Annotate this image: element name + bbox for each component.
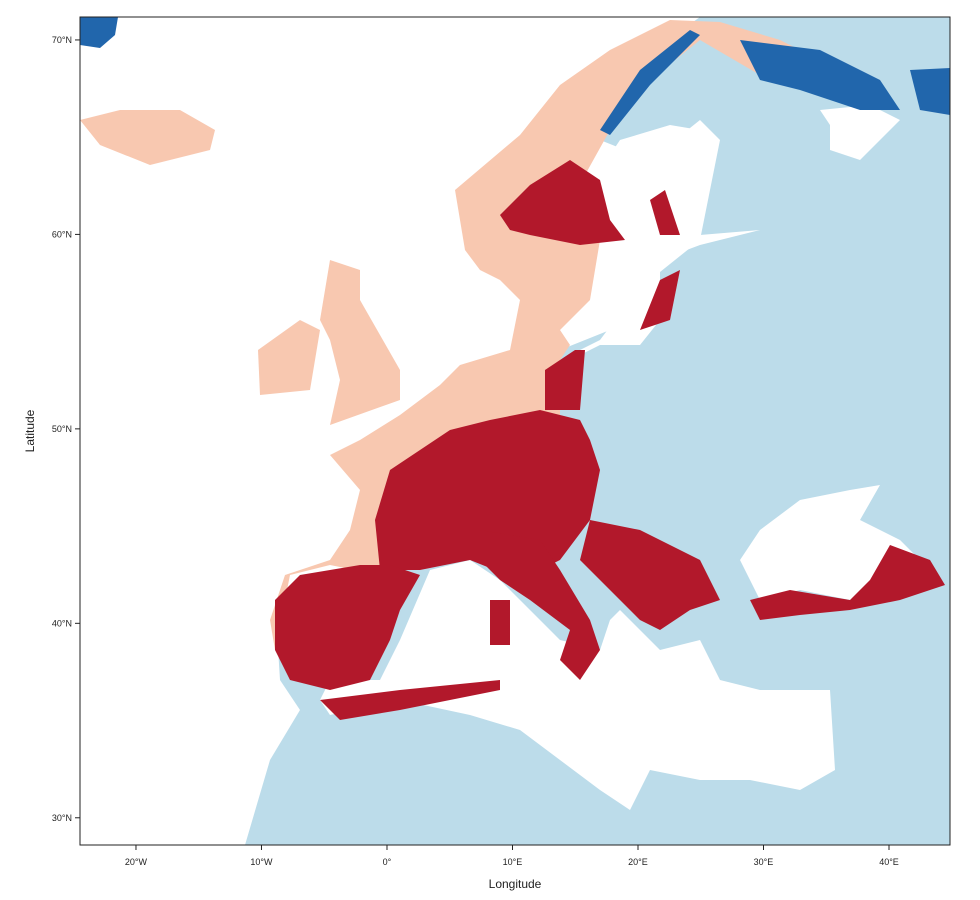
region-red — [375, 410, 600, 580]
region-red — [275, 565, 420, 690]
region-britain — [320, 260, 400, 425]
map-layers — [80, 17, 950, 845]
y-tick-label: 60°N — [52, 229, 72, 239]
y-tick-label: 40°N — [52, 618, 72, 628]
region-red — [545, 350, 585, 410]
plot-frame — [79, 16, 951, 846]
sea-white — [820, 105, 900, 160]
region-blue — [600, 30, 700, 135]
x-tick-label: 20°E — [628, 857, 648, 867]
region-red — [500, 160, 625, 245]
region-red — [490, 600, 510, 645]
x-tick-label: 20°W — [125, 857, 148, 867]
y-tick-label: 50°N — [52, 424, 72, 434]
region-red — [580, 520, 720, 630]
x-tick-label: 40°E — [879, 857, 899, 867]
sea-baltic — [560, 125, 760, 360]
region-ireland — [258, 320, 320, 395]
region-blue — [740, 40, 900, 110]
region-blue — [910, 68, 950, 115]
region-red — [750, 545, 945, 620]
y-tick-label: 30°N — [52, 813, 72, 823]
x-axis-label: Longitude — [489, 877, 542, 891]
x-tick-label: 10°W — [250, 857, 273, 867]
region-red — [320, 680, 500, 720]
x-tick-label: 10°E — [503, 857, 523, 867]
region-red — [650, 190, 680, 235]
region-red — [640, 270, 680, 330]
region-red — [480, 530, 600, 680]
region-iceland — [80, 110, 215, 165]
y-axis-label: Latitude — [23, 409, 37, 452]
region-blue — [80, 17, 118, 48]
sea-mediterranean — [320, 560, 835, 810]
x-tick-label: 30°E — [754, 857, 774, 867]
x-tick-label: 0° — [383, 857, 392, 867]
y-tick-label: 70°N — [52, 35, 72, 45]
